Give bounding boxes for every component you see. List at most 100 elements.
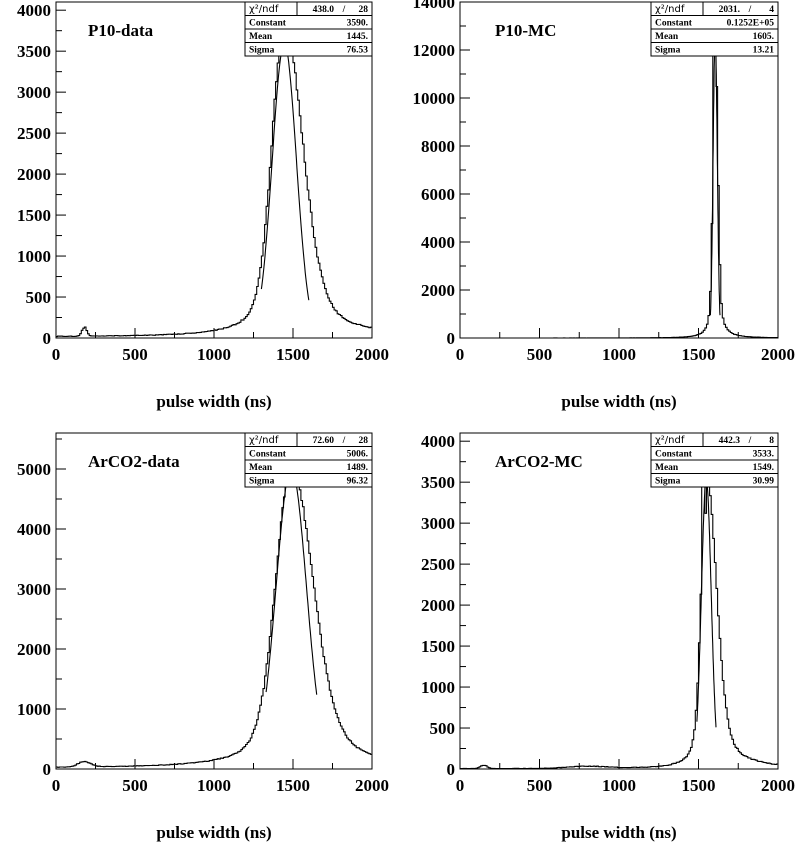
x-tick-label: 0 xyxy=(456,345,465,364)
stats-label: χ²/ndf xyxy=(249,435,279,446)
x-axis-label: pulse width (ns) xyxy=(561,823,676,842)
y-tick-label: 14000 xyxy=(413,0,456,12)
chart-panel-4: 0 500 1000 1500 2000 0 500 1000 1500 2000 2500 3000… xyxy=(421,432,795,842)
panel-title: ArCO2-data xyxy=(88,452,180,471)
stats-chi2-value: 438.0 xyxy=(313,5,335,15)
y-tick-label: 2500 xyxy=(421,555,455,574)
x-tick-label: 500 xyxy=(122,776,148,795)
stats-box: χ²/ndf Constant 3590. Mean 1445. Sigma 76.53 43… xyxy=(244,1,373,57)
y-tick-label: 3000 xyxy=(17,580,51,599)
y-tick-label: 2000 xyxy=(17,640,51,659)
stats-slash: / xyxy=(342,436,346,446)
y-tick-label: 500 xyxy=(26,288,52,307)
y-tick-label: 1000 xyxy=(17,700,51,719)
histogram-series xyxy=(460,458,778,770)
x-tick-label: 1000 xyxy=(602,776,636,795)
y-tick-label: 3000 xyxy=(421,514,455,533)
x-tick-label: 2000 xyxy=(355,776,389,795)
stats-box: χ²/ndf Constant 3533. Mean 1549. Sigma 30.99 44… xyxy=(650,432,779,488)
y-tick-label: 5000 xyxy=(17,460,51,479)
x-tick-label: 1500 xyxy=(276,345,310,364)
panel-title: ArCO2-MC xyxy=(495,452,583,471)
stats-label: Sigma xyxy=(249,477,275,487)
y-tick-label: 0 xyxy=(43,329,52,348)
gaussian-fit-line xyxy=(260,43,310,301)
x-axis-label: pulse width (ns) xyxy=(156,823,271,842)
stats-slash: / xyxy=(748,436,752,446)
stats-chi2-value: 2031. xyxy=(719,5,740,15)
x-axis-label: pulse width (ns) xyxy=(561,392,676,411)
y-tick-label: 4000 xyxy=(17,1,51,20)
stats-chi2-value: 442.3 xyxy=(719,436,741,446)
y-tick-label: 2000 xyxy=(421,596,455,615)
stats-value: 30.99 xyxy=(753,477,775,487)
x-tick-label: 1000 xyxy=(602,345,636,364)
y-tick-label: 4000 xyxy=(421,233,455,252)
stats-value: 1489. xyxy=(347,463,368,473)
stats-label: Mean xyxy=(249,32,273,42)
y-tick-label: 1500 xyxy=(17,206,51,225)
x-tick-label: 1000 xyxy=(197,345,231,364)
y-tick-label: 3500 xyxy=(17,42,51,61)
stats-value: 1549. xyxy=(753,463,774,473)
stats-slash: / xyxy=(748,5,752,15)
stats-value: 3533. xyxy=(753,450,774,460)
x-tick-label: 2000 xyxy=(761,776,795,795)
stats-label: Sigma xyxy=(655,46,681,56)
x-tick-label: 1500 xyxy=(276,776,310,795)
x-axis-label: pulse width (ns) xyxy=(156,392,271,411)
x-tick-label: 0 xyxy=(52,345,61,364)
x-tick-label: 500 xyxy=(122,345,148,364)
y-tick-label: 12000 xyxy=(413,41,456,60)
x-tick-label: 2000 xyxy=(761,345,795,364)
y-tick-label: 0 xyxy=(447,329,456,348)
y-tick-label: 10000 xyxy=(413,89,456,108)
y-tick-label: 4000 xyxy=(17,520,51,539)
stats-value: 76.53 xyxy=(347,46,369,56)
stats-label: χ²/ndf xyxy=(655,435,685,446)
stats-value: 1605. xyxy=(753,32,774,42)
stats-label: Mean xyxy=(655,463,679,473)
x-tick-label: 1000 xyxy=(197,776,231,795)
stats-box: χ²/ndf Constant 5006. Mean 1489. Sigma 96.32 72… xyxy=(244,432,373,488)
y-tick-label: 3500 xyxy=(421,473,455,492)
y-tick-label: 0 xyxy=(43,760,52,779)
stats-ndf-value: 28 xyxy=(359,5,369,15)
histogram-series xyxy=(56,463,372,768)
stats-label: Constant xyxy=(655,450,693,460)
x-tick-label: 500 xyxy=(527,345,553,364)
y-tick-label: 1000 xyxy=(17,247,51,266)
y-tick-label: 3000 xyxy=(17,83,51,102)
y-tick-label: 2000 xyxy=(17,165,51,184)
stats-box: χ²/ndf Constant 0.1252E+05 Mean 1605. Sigma 13… xyxy=(650,1,779,57)
stats-slash: / xyxy=(342,5,346,15)
x-tick-label: 1500 xyxy=(682,345,716,364)
x-tick-label: 0 xyxy=(456,776,465,795)
y-tick-label: 8000 xyxy=(421,137,455,156)
stats-label: χ²/ndf xyxy=(249,4,279,15)
panel-title: P10-MC xyxy=(495,21,556,40)
y-tick-label: 0 xyxy=(447,760,456,779)
stats-value: 3590. xyxy=(347,19,368,29)
stats-value: 13.21 xyxy=(753,46,775,56)
y-tick-label: 500 xyxy=(430,719,456,738)
chart-panel-2: 0 500 1000 1500 2000 0 2000 4000 6000 8000 10000 12… xyxy=(413,0,796,411)
y-tick-label: 1500 xyxy=(421,637,455,656)
y-tick-label: 2500 xyxy=(17,124,51,143)
gaussian-fit-line xyxy=(265,468,318,695)
x-tick-label: 0 xyxy=(52,776,61,795)
stats-value: 5006. xyxy=(347,450,368,460)
stats-value: 96.32 xyxy=(347,477,369,487)
stats-ndf-value: 28 xyxy=(359,436,369,446)
chart-panel-3: 0 500 1000 1500 2000 0 1000 2000 3000 4000 5000 ArC… xyxy=(17,432,389,842)
stats-label: χ²/ndf xyxy=(655,4,685,15)
stats-ndf-value: 8 xyxy=(769,436,774,446)
stats-chi2-value: 72.60 xyxy=(313,436,335,446)
y-tick-label: 1000 xyxy=(421,678,455,697)
panel-title: P10-data xyxy=(88,21,154,40)
x-tick-label: 2000 xyxy=(355,345,389,364)
histogram-series xyxy=(56,19,372,338)
stats-label: Constant xyxy=(655,19,693,29)
gaussian-fit-line xyxy=(709,37,721,316)
